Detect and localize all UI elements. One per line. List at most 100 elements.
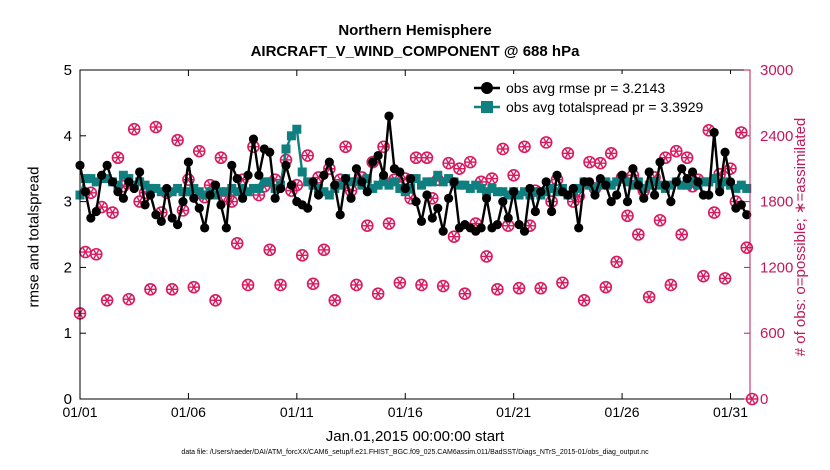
rmse-point: [378, 170, 389, 180]
asterisk-stroke: [749, 394, 756, 404]
obs-assimilated-marker: [411, 153, 422, 163]
x-tick-label: 01/26: [605, 404, 640, 420]
rmse-point: [86, 213, 96, 223]
x-axis-label: Jan.01,2015 00:00:00 start: [325, 428, 505, 445]
spread-point: [574, 183, 584, 193]
rmse-point: [151, 210, 161, 220]
asterisk-stroke: [440, 281, 447, 291]
obs-assimilated-marker: [340, 142, 351, 152]
spread-point: [286, 131, 296, 141]
spread-point: [742, 183, 752, 193]
rmse-point: [238, 193, 248, 203]
asterisk-stroke: [331, 295, 338, 305]
obs-assimilated-marker: [709, 207, 720, 218]
asterisk-stroke: [445, 158, 452, 168]
rmse-point: [406, 173, 416, 184]
rmse-point: [265, 147, 275, 157]
asterisk-stroke: [667, 280, 674, 290]
obs-possible-marker: [453, 162, 466, 175]
obs-possible-marker: [149, 120, 163, 134]
obs-assimilated-marker: [188, 282, 199, 292]
obs-possible-marker: [463, 155, 477, 169]
obs-assimilated-marker: [682, 153, 693, 163]
rmse-point: [395, 167, 405, 177]
spread-point: [91, 177, 101, 187]
obs-assimilated-marker: [449, 232, 460, 242]
spread-point: [406, 183, 416, 193]
asterisk-stroke: [635, 229, 642, 240]
plot-area: [80, 70, 750, 399]
asterisk-stroke: [537, 283, 544, 293]
rmse-point: [243, 170, 253, 180]
rmse-point: [606, 197, 616, 207]
rmse-point: [633, 180, 643, 190]
rmse-point: [601, 180, 611, 190]
rmse-point: [303, 203, 313, 213]
asterisk-stroke: [136, 196, 143, 207]
rmse-point: [281, 160, 291, 171]
obs-possible-marker: [306, 277, 320, 291]
obs-assimilated-marker: [557, 278, 568, 288]
obs-possible-marker: [263, 243, 277, 257]
rmse-point: [357, 177, 367, 187]
rmse-point: [178, 197, 188, 207]
obs-assimilated-marker: [655, 215, 666, 225]
obs-possible-marker: [697, 269, 710, 283]
spread-point: [297, 167, 307, 177]
obs-assimilated-marker: [459, 289, 470, 299]
spread-point: [362, 174, 372, 184]
obs-possible-marker: [604, 147, 618, 160]
obs-possible-marker: [214, 151, 228, 165]
spread-point: [379, 177, 389, 187]
rmse-point: [411, 197, 421, 207]
asterisk-stroke: [494, 284, 501, 295]
rmse-point: [449, 177, 459, 187]
spread-point: [238, 183, 248, 193]
obs-possible-marker: [144, 283, 157, 296]
rmse-point: [715, 187, 725, 197]
spread-point: [335, 180, 345, 190]
obs-assimilated-marker: [383, 218, 394, 229]
obs-assimilated-marker: [497, 144, 508, 154]
spread-point: [444, 174, 454, 184]
spread-point: [606, 180, 616, 190]
rmse-point: [113, 187, 123, 197]
asterisk-stroke: [499, 144, 506, 154]
rmse-point: [536, 187, 546, 197]
spread-point: [417, 180, 427, 190]
obs-possible-marker: [675, 228, 688, 241]
y-tick-label-right: 3000: [760, 62, 793, 79]
asterisk-stroke: [174, 135, 181, 145]
rmse-point: [687, 167, 698, 177]
spread-point: [303, 177, 313, 187]
asterisk-stroke: [505, 221, 512, 231]
chart-subtitle: AIRCRAFT_V_WIND_COMPONENT @ 688 hPa: [250, 43, 580, 60]
asterisk-stroke: [103, 295, 111, 305]
obs-assimilated-marker: [562, 148, 573, 159]
obs-assimilated-marker: [232, 238, 243, 248]
asterisk-stroke: [190, 282, 197, 292]
asterisk-stroke: [711, 207, 718, 218]
obs-possible-marker: [377, 140, 390, 154]
obs-possible-marker: [382, 217, 396, 230]
rmse-point: [541, 177, 551, 187]
rmse-point: [720, 147, 730, 157]
spread-point: [314, 183, 324, 193]
spread-point: [552, 187, 562, 197]
rmse-point: [200, 223, 210, 233]
obs-assimilated-marker: [351, 280, 362, 290]
rmse-point: [140, 200, 150, 210]
spread-point: [541, 187, 551, 197]
rmse-point: [742, 210, 752, 220]
spread-point: [200, 190, 210, 200]
rmse-point: [189, 193, 199, 203]
asterisk-stroke: [217, 153, 225, 163]
rmse-point: [232, 173, 242, 184]
obs-possible-marker: [106, 206, 119, 219]
spread-point: [183, 187, 193, 197]
obs-assimilated-marker: [481, 251, 492, 262]
obs-assimilated-marker: [438, 281, 449, 291]
asterisk-stroke: [87, 188, 94, 198]
x-tick-label: 01/01: [62, 404, 97, 420]
